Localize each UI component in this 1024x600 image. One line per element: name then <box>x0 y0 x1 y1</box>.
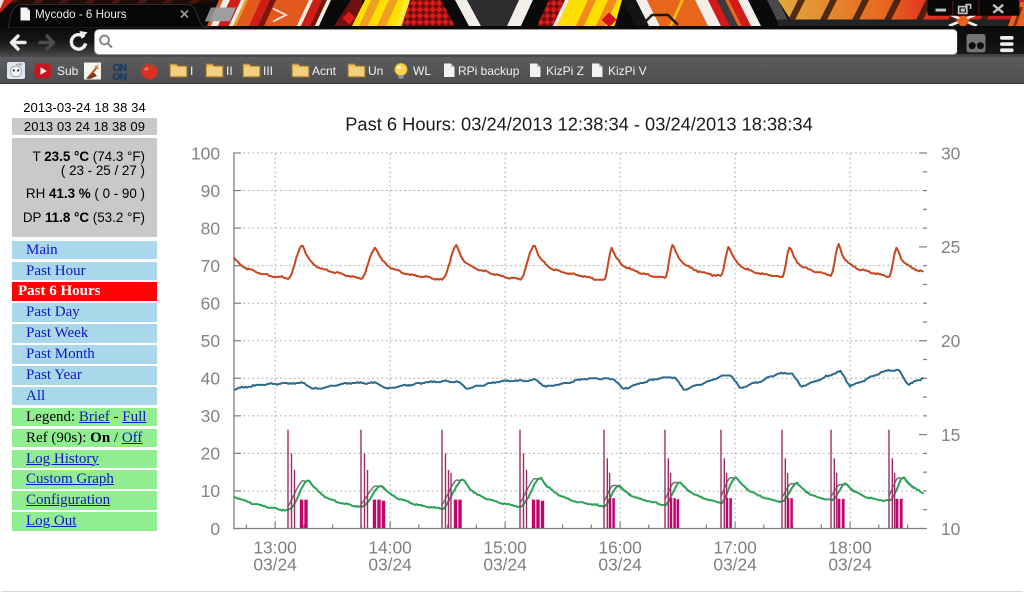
svg-text:18:00: 18:00 <box>828 538 872 558</box>
svg-text:03/24: 03/24 <box>713 555 757 575</box>
svg-text:14:00: 14:00 <box>368 538 412 558</box>
svg-text:40: 40 <box>201 369 220 389</box>
svg-text:ON: ON <box>113 71 127 83</box>
svg-text:03/24: 03/24 <box>828 555 872 575</box>
svg-text:03/24: 03/24 <box>253 555 297 575</box>
svg-text:17:00: 17:00 <box>713 538 757 558</box>
svg-text:0: 0 <box>210 519 220 539</box>
svg-text:20: 20 <box>941 331 960 351</box>
svg-text:15:00: 15:00 <box>483 538 527 558</box>
svg-text:16:00: 16:00 <box>598 538 642 558</box>
svg-text:20: 20 <box>201 444 220 464</box>
svg-text:25: 25 <box>941 237 960 257</box>
svg-text:10: 10 <box>941 519 960 539</box>
svg-text:10: 10 <box>201 481 220 501</box>
svg-text:50: 50 <box>201 331 220 351</box>
svg-text:Past 6 Hours: 03/24/2013 12:38: Past 6 Hours: 03/24/2013 12:38:34 - 03/2… <box>345 114 813 135</box>
svg-text:Mycodo - 6 Hours: Mycodo - 6 Hours <box>35 8 127 21</box>
svg-text:30: 30 <box>941 143 960 163</box>
svg-text:15: 15 <box>941 425 960 445</box>
svg-text:13:00: 13:00 <box>253 538 297 558</box>
svg-text:ON: ON <box>113 62 127 74</box>
svg-text:03/24: 03/24 <box>368 555 412 575</box>
svg-text:03/24: 03/24 <box>483 555 527 575</box>
svg-text:70: 70 <box>201 256 220 276</box>
svg-text:03/24: 03/24 <box>598 555 642 575</box>
svg-text:60: 60 <box>201 294 220 314</box>
svg-text:100: 100 <box>191 143 220 163</box>
svg-text:90: 90 <box>201 181 220 201</box>
svg-text:80: 80 <box>201 218 220 238</box>
svg-text:30: 30 <box>201 406 220 426</box>
